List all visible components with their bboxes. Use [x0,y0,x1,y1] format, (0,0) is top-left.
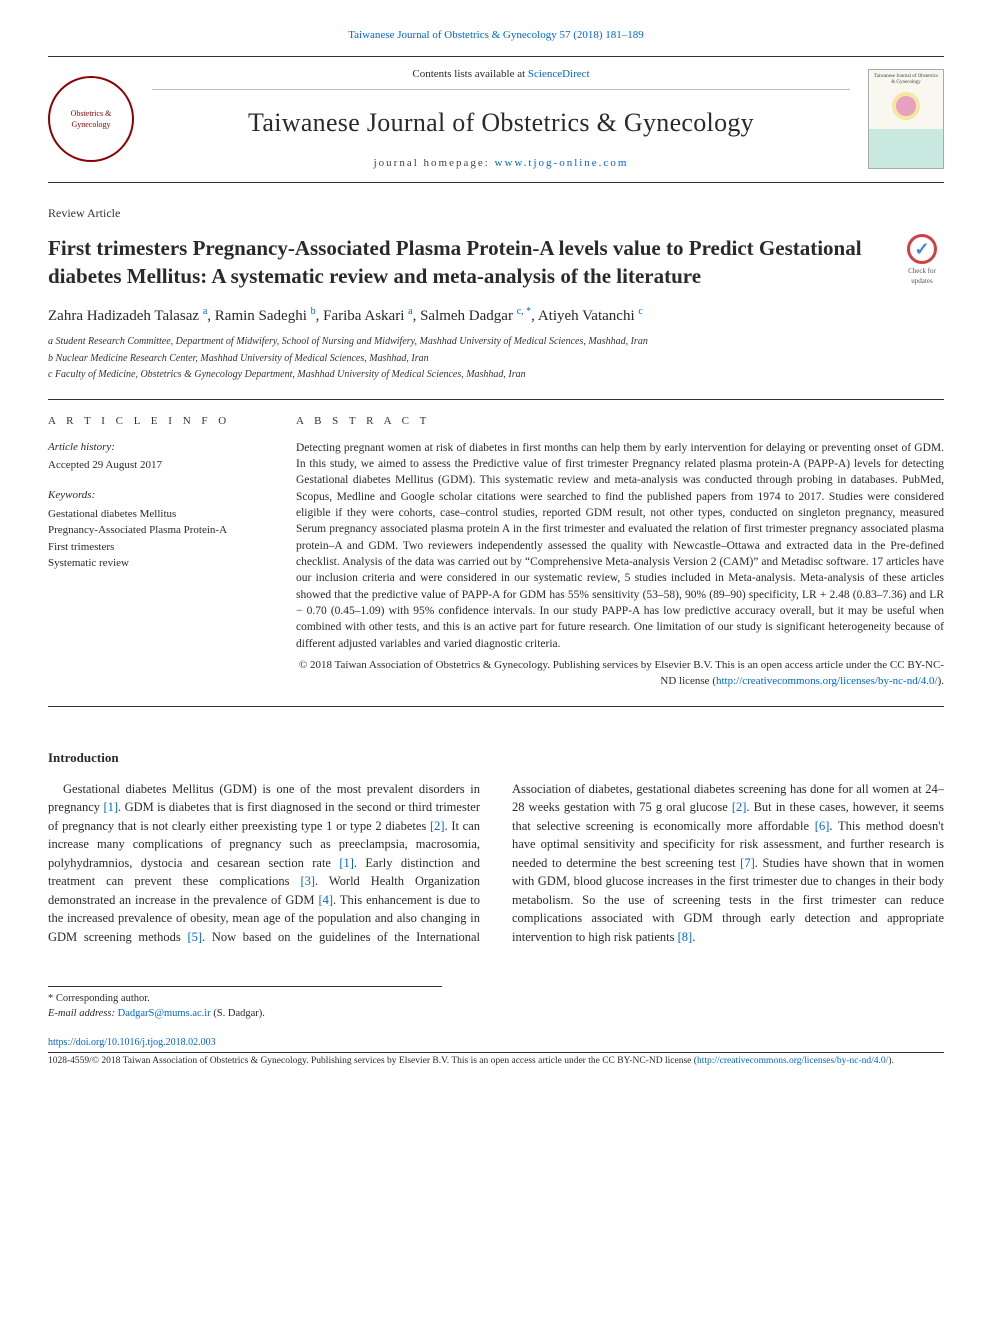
doi-link[interactable]: https://doi.org/10.1016/j.tjog.2018.02.0… [48,1037,216,1048]
abstract-copyright-close: ). [938,675,944,687]
affiliation: a Student Research Committee, Department… [48,335,944,350]
top-citation[interactable]: Taiwanese Journal of Obstetrics & Gyneco… [48,28,944,44]
text-run: . [692,930,695,944]
homepage-link[interactable]: www.tjog-online.com [495,157,629,169]
author-list: Zahra Hadizadeh Talasaz a, Ramin Sadeghi… [48,305,944,328]
check-updates-icon [907,234,937,264]
journal-title: Taiwanese Journal of Obstetrics & Gyneco… [152,104,850,142]
ref-link[interactable]: [5] [187,930,202,944]
ref-link[interactable]: [2] [430,819,445,833]
journal-header: Obstetrics &Gynecology Contents lists av… [48,56,944,183]
corr-label: * Corresponding author. [48,991,442,1006]
ref-link[interactable]: [3] [300,874,315,888]
journal-cover-thumb: Taiwanese Journal of Obstetrics & Gyneco… [868,69,944,169]
society-logo: Obstetrics &Gynecology [48,76,134,162]
divider [48,706,944,707]
affiliation: b Nuclear Medicine Research Center, Mash… [48,352,944,367]
affiliations: a Student Research Committee, Department… [48,335,944,383]
abstract-heading: A B S T R A C T [296,414,944,430]
title-row: First trimesters Pregnancy-Associated Pl… [48,234,944,291]
info-abstract-row: A R T I C L E I N F O Article history: A… [48,414,944,690]
body-text: Gestational diabetes Mellitus (GDM) is o… [48,780,944,947]
ref-link[interactable]: [1] [103,800,118,814]
info-heading: A R T I C L E I N F O [48,414,268,430]
check-updates-label: Check for updates [900,266,944,286]
article-info: A R T I C L E I N F O Article history: A… [48,414,268,690]
abstract-copyright: © 2018 Taiwan Association of Obstetrics … [296,658,944,690]
article-title: First trimesters Pregnancy-Associated Pl… [48,234,884,291]
ref-link[interactable]: [2] [732,800,747,814]
cover-title: Taiwanese Journal of Obstetrics & Gyneco… [873,74,939,86]
keywords-label: Keywords: [48,488,268,504]
contents-text: Contents lists available at [412,68,527,80]
contents-line: Contents lists available at ScienceDirec… [152,67,850,90]
history-label: Article history: [48,440,268,456]
sciencedirect-link[interactable]: ScienceDirect [528,68,590,80]
ref-link[interactable]: [6] [815,819,830,833]
doi-line: https://doi.org/10.1016/j.tjog.2018.02.0… [48,1036,944,1051]
footer-copyright: 1028-4559/© 2018 Taiwan Association of O… [48,1052,944,1069]
article-type: Review Article [48,205,944,222]
text-run: the prevalence of GDM [194,893,319,907]
divider [48,399,944,400]
abstract-text: Detecting pregnant women at risk of diab… [296,440,944,652]
history-accepted: Accepted 29 August 2017 [48,458,268,474]
homepage-label: journal homepage: [374,157,495,169]
introduction-heading: Introduction [48,749,944,768]
footer-copyright-close: ). [888,1056,894,1066]
keyword: Gestational diabetes Mellitus [48,506,268,523]
abstract-block: A B S T R A C T Detecting pregnant women… [296,414,944,690]
footer-cc-link[interactable]: http://creativecommons.org/licenses/by-n… [697,1056,888,1066]
ref-link[interactable]: [7] [740,856,755,870]
intro-paragraph: Gestational diabetes Mellitus (GDM) is o… [48,780,944,947]
keyword: Pregnancy-Associated Plasma Protein-A [48,522,268,539]
ref-link[interactable]: [8] [678,930,693,944]
homepage-line: journal homepage: www.tjog-online.com [152,156,850,172]
corr-email-who: (S. Dadgar). [211,1008,265,1019]
check-updates-badge[interactable]: Check for updates [900,234,944,286]
ref-link[interactable]: [4] [318,893,333,907]
corr-email-link[interactable]: DadgarS@mums.ac.ir [118,1008,211,1019]
header-center: Contents lists available at ScienceDirec… [152,67,850,172]
ref-link[interactable]: [1] [339,856,354,870]
keyword: First trimesters [48,539,268,556]
cc-license-link[interactable]: http://creativecommons.org/licenses/by-n… [716,675,938,687]
email-label: E-mail address: [48,1008,118,1019]
footer-copyright-text: 1028-4559/© 2018 Taiwan Association of O… [48,1056,697,1066]
keyword: Systematic review [48,555,268,572]
corresponding-author: * Corresponding author. E-mail address: … [48,986,442,1021]
affiliation: c Faculty of Medicine, Obstetrics & Gyne… [48,368,944,383]
corr-email-line: E-mail address: DadgarS@mums.ac.ir (S. D… [48,1006,442,1021]
cover-graphic [892,92,920,120]
